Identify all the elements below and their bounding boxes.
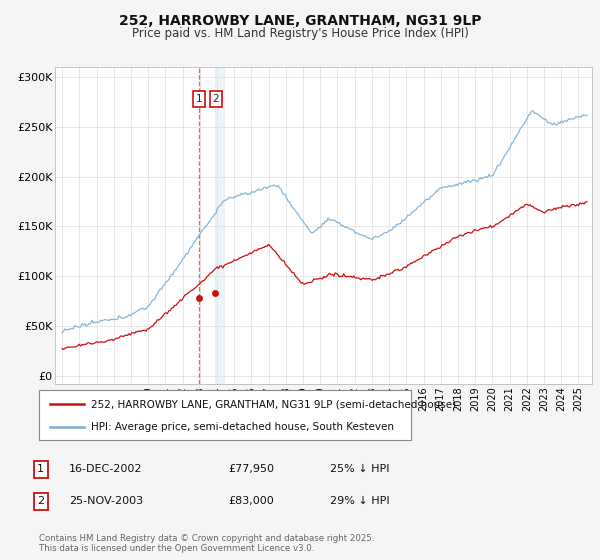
Text: 252, HARROWBY LANE, GRANTHAM, NG31 9LP: 252, HARROWBY LANE, GRANTHAM, NG31 9LP bbox=[119, 14, 481, 28]
Text: 252, HARROWBY LANE, GRANTHAM, NG31 9LP (semi-detached house): 252, HARROWBY LANE, GRANTHAM, NG31 9LP (… bbox=[91, 399, 456, 409]
Text: Contains HM Land Registry data © Crown copyright and database right 2025.
This d: Contains HM Land Registry data © Crown c… bbox=[39, 534, 374, 553]
Text: £77,950: £77,950 bbox=[228, 464, 274, 474]
Text: 2: 2 bbox=[37, 496, 44, 506]
Text: £83,000: £83,000 bbox=[228, 496, 274, 506]
Text: 16-DEC-2002: 16-DEC-2002 bbox=[69, 464, 143, 474]
Bar bbox=[215, 67, 224, 384]
Text: HPI: Average price, semi-detached house, South Kesteven: HPI: Average price, semi-detached house,… bbox=[91, 422, 394, 432]
Text: 1: 1 bbox=[196, 94, 202, 104]
Text: 29% ↓ HPI: 29% ↓ HPI bbox=[330, 496, 389, 506]
Text: Price paid vs. HM Land Registry's House Price Index (HPI): Price paid vs. HM Land Registry's House … bbox=[131, 27, 469, 40]
Text: 2: 2 bbox=[212, 94, 219, 104]
Text: 1: 1 bbox=[37, 464, 44, 474]
Text: 25% ↓ HPI: 25% ↓ HPI bbox=[330, 464, 389, 474]
Text: 25-NOV-2003: 25-NOV-2003 bbox=[69, 496, 143, 506]
